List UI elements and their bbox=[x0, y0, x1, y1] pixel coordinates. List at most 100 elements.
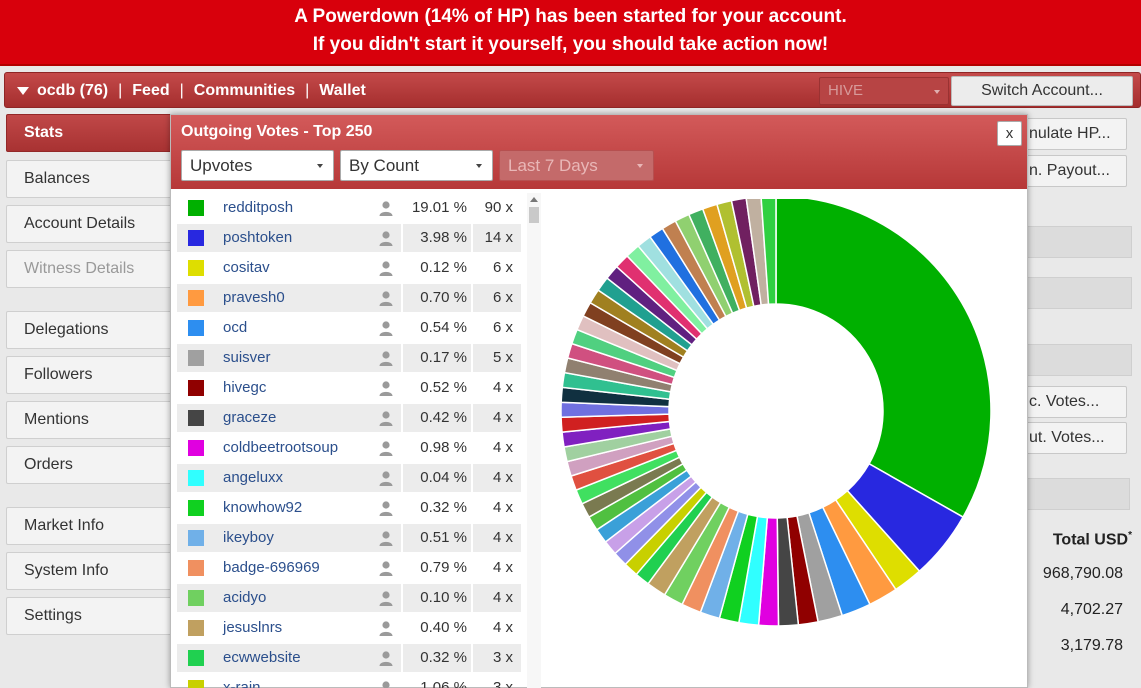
user-icon[interactable] bbox=[378, 680, 394, 688]
nav-feed[interactable]: Feed bbox=[132, 82, 170, 99]
sidebar-item-stats[interactable]: Stats bbox=[6, 114, 176, 152]
user-icon[interactable] bbox=[378, 560, 394, 576]
sidebar-item-account-details[interactable]: Account Details bbox=[6, 205, 176, 243]
vote-count: 14 x bbox=[473, 224, 521, 252]
color-swatch-cell bbox=[177, 284, 219, 312]
user-icon[interactable] bbox=[378, 590, 394, 606]
sidebar-item-market-info[interactable]: Market Info bbox=[6, 507, 176, 545]
nav-wallet[interactable]: Wallet bbox=[319, 82, 366, 99]
switch-account-button[interactable]: Switch Account... bbox=[951, 76, 1133, 106]
voted-account-link[interactable]: acidyo bbox=[219, 584, 369, 612]
voted-account-link[interactable]: knowhow92 bbox=[223, 499, 303, 516]
vote-count: 4 x bbox=[492, 499, 513, 516]
vote-percent: 0.98 % bbox=[420, 439, 467, 456]
close-button[interactable]: x bbox=[997, 121, 1022, 146]
user-icon[interactable] bbox=[378, 200, 394, 216]
user-icon[interactable] bbox=[378, 320, 394, 336]
panel-field bbox=[1022, 277, 1132, 309]
user-icon[interactable] bbox=[378, 500, 394, 516]
profile-cell bbox=[369, 584, 401, 612]
donut-slice[interactable] bbox=[760, 199, 777, 306]
voted-account-link[interactable]: suisver bbox=[219, 344, 369, 372]
chain-select-value: HIVE bbox=[828, 82, 864, 99]
footnote-marker: * bbox=[1128, 530, 1132, 541]
out-votes-button[interactable]: ut. Votes... bbox=[1022, 422, 1127, 454]
sidebar-item-system-info[interactable]: System Info bbox=[6, 552, 176, 590]
voted-account-link[interactable]: graceze bbox=[219, 404, 369, 432]
voted-account-link[interactable]: coldbeetrootsoup bbox=[223, 439, 339, 456]
color-swatch bbox=[188, 260, 204, 276]
user-icon[interactable] bbox=[378, 410, 394, 426]
vote-count: 5 x bbox=[473, 344, 521, 372]
vote-count: 4 x bbox=[492, 559, 513, 576]
chain-select[interactable]: HIVE bbox=[819, 77, 949, 105]
voted-account-link[interactable]: poshtoken bbox=[219, 224, 369, 252]
user-icon[interactable] bbox=[378, 440, 394, 456]
vote-row: graceze 0.42 % 4 x bbox=[177, 403, 523, 433]
color-swatch-cell bbox=[177, 344, 219, 372]
vote-row: jesuslnrs 0.40 % 4 x bbox=[177, 613, 523, 643]
vote-row: knowhow92 0.32 % 4 x bbox=[177, 493, 523, 523]
user-icon[interactable] bbox=[378, 230, 394, 246]
simulate-hp-button[interactable]: nulate HP... bbox=[1022, 118, 1127, 150]
banner-line-1: A Powerdown (14% of HP) has been started… bbox=[294, 6, 847, 27]
profile-cell bbox=[369, 524, 401, 552]
user-icon[interactable] bbox=[378, 620, 394, 636]
vote-count: 4 x bbox=[492, 439, 513, 456]
voted-account-link[interactable]: pravesh0 bbox=[219, 284, 369, 312]
voted-account-link[interactable]: angeluxx bbox=[219, 464, 369, 492]
user-icon[interactable] bbox=[378, 350, 394, 366]
voted-account-link[interactable]: jesuslnrs bbox=[223, 619, 283, 636]
sidebar-item-settings[interactable]: Settings bbox=[6, 597, 176, 635]
vote-percent: 1.06 % bbox=[420, 679, 467, 688]
nav-communities[interactable]: Communities bbox=[193, 82, 296, 99]
sidebar-item-balances[interactable]: Balances bbox=[6, 160, 176, 198]
period-select: Last 7 Days bbox=[499, 150, 654, 181]
vote-row: ecwwebsite 0.32 % 3 x bbox=[177, 643, 523, 673]
donut-slice[interactable] bbox=[775, 199, 992, 519]
user-icon[interactable] bbox=[378, 260, 394, 276]
votes-list-scrollbar[interactable] bbox=[527, 193, 541, 688]
scroll-thumb[interactable] bbox=[529, 207, 539, 223]
color-swatch-cell bbox=[177, 644, 219, 672]
nav-separator: | bbox=[118, 82, 123, 99]
vote-count: 4 x bbox=[492, 619, 513, 636]
vote-type-select[interactable]: Upvotes bbox=[181, 150, 334, 181]
chevron-down-icon[interactable] bbox=[17, 87, 29, 95]
payout-button[interactable]: n. Payout... bbox=[1022, 155, 1127, 187]
color-swatch bbox=[188, 620, 204, 636]
nav-separator: | bbox=[305, 82, 310, 99]
profile-cell bbox=[369, 644, 401, 672]
profile-cell bbox=[369, 254, 401, 282]
voted-account-link[interactable]: x-rain bbox=[223, 679, 261, 688]
sidebar-item-orders[interactable]: Orders bbox=[6, 446, 176, 484]
account-menu[interactable]: ocdb (76) bbox=[37, 82, 109, 99]
voted-account-link[interactable]: ikeyboy bbox=[219, 524, 369, 552]
total-usd-value: 968,790.08 bbox=[1042, 565, 1123, 582]
user-icon[interactable] bbox=[378, 380, 394, 396]
profile-cell bbox=[369, 374, 401, 402]
voted-account-link[interactable]: ecwwebsite bbox=[219, 644, 369, 672]
outgoing-votes-dialog: Outgoing Votes - Top 250 x Upvotes By Co… bbox=[170, 114, 1028, 688]
user-icon[interactable] bbox=[378, 290, 394, 306]
sidebar-item-mentions[interactable]: Mentions bbox=[6, 401, 176, 439]
sidebar-item-delegations[interactable]: Delegations bbox=[6, 311, 176, 349]
user-icon[interactable] bbox=[378, 470, 394, 486]
voted-account-link[interactable]: cositav bbox=[223, 259, 270, 276]
total-usd-value: 4,702.27 bbox=[1060, 601, 1123, 618]
user-icon[interactable] bbox=[378, 650, 394, 666]
voted-account-link[interactable]: hivegc bbox=[223, 379, 267, 396]
sidebar-item-followers[interactable]: Followers bbox=[6, 356, 176, 394]
voted-account-link[interactable]: badge-696969 bbox=[223, 559, 320, 576]
color-swatch bbox=[188, 440, 204, 456]
chevron-down-icon bbox=[637, 164, 643, 168]
user-icon[interactable] bbox=[378, 530, 394, 546]
sort-select[interactable]: By Count bbox=[340, 150, 493, 181]
scroll-up-icon[interactable] bbox=[530, 197, 538, 202]
voted-account-link[interactable]: ocd bbox=[223, 319, 248, 336]
color-swatch bbox=[188, 320, 204, 336]
nav-separator: | bbox=[179, 82, 184, 99]
voted-account-link[interactable]: redditposh bbox=[223, 199, 294, 216]
color-swatch bbox=[188, 530, 204, 546]
inc-votes-button[interactable]: c. Votes... bbox=[1022, 386, 1127, 418]
